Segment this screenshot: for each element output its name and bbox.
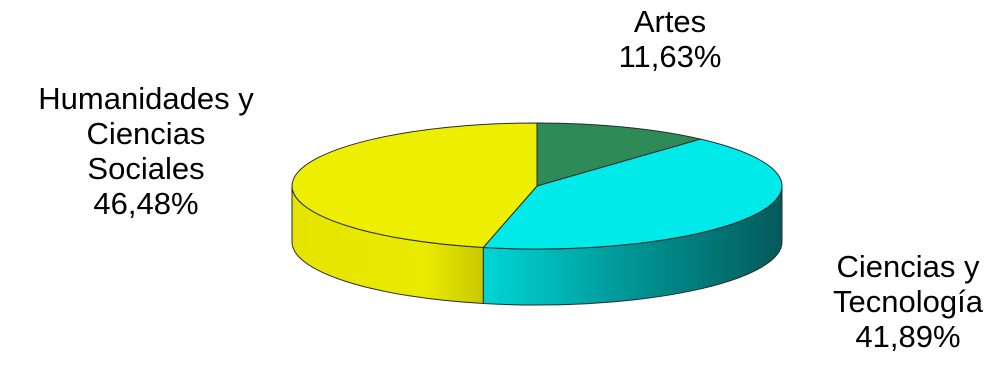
slice-label-artes: Artes 11,63%	[570, 4, 770, 74]
slice-label-ciencias-value: 41,89%	[855, 319, 961, 354]
slice-label-humanidades: Humanidades y Ciencias Sociales 46,48%	[10, 81, 282, 221]
slice-label-artes-name: Artes	[633, 4, 707, 39]
pie-slice-ciencias	[482, 138, 783, 250]
slice-label-ciencias-line1: Ciencias y	[836, 249, 980, 284]
slice-label-humanidades-line1: Humanidades y	[38, 81, 254, 116]
pie-tops	[291, 122, 783, 250]
pie-slice-humanidades	[291, 122, 538, 248]
slice-label-humanidades-value: 46,48%	[93, 186, 199, 221]
slice-label-artes-value: 11,63%	[618, 39, 722, 74]
pie-slice-artes	[536, 122, 703, 187]
slice-label-ciencias: Ciencias y Tecnología 41,89%	[812, 249, 1004, 354]
slice-label-humanidades-line2: Ciencias	[86, 116, 206, 151]
slice-label-ciencias-line2: Tecnología	[833, 284, 983, 319]
pie-outline	[291, 186, 783, 242]
slice-label-humanidades-line3: Sociales	[87, 151, 205, 186]
